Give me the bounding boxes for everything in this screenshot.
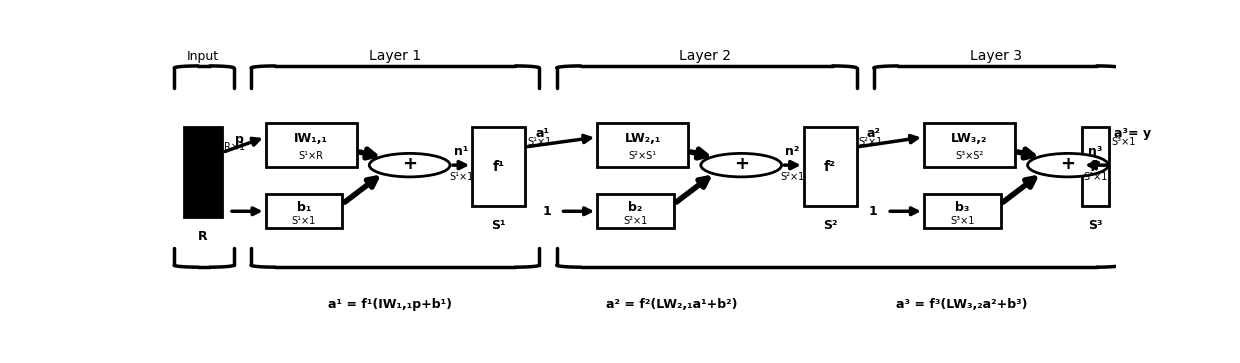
- Text: S²×S¹: S²×S¹: [629, 151, 657, 161]
- Text: R: R: [198, 230, 208, 243]
- Bar: [804, 127, 857, 206]
- Text: n³: n³: [1089, 145, 1102, 158]
- Bar: [596, 123, 688, 167]
- Text: a¹ = f¹(IW₁,₁p+b¹): a¹ = f¹(IW₁,₁p+b¹): [329, 298, 453, 311]
- Text: b₁: b₁: [296, 201, 311, 215]
- Text: S³×1: S³×1: [950, 216, 975, 226]
- Text: IW₁,₁: IW₁,₁: [294, 132, 329, 145]
- Text: S³: S³: [1089, 219, 1104, 232]
- Text: f³: f³: [1090, 160, 1102, 174]
- Text: LW₃,₂: LW₃,₂: [951, 132, 987, 145]
- Text: S²: S²: [823, 219, 837, 232]
- Text: S²×1: S²×1: [780, 172, 805, 182]
- Text: S¹×1: S¹×1: [527, 137, 551, 147]
- Text: +: +: [1060, 155, 1075, 173]
- Bar: [472, 127, 525, 206]
- Text: b₂: b₂: [629, 201, 642, 215]
- Text: n²: n²: [785, 145, 800, 158]
- Bar: [924, 123, 1016, 167]
- Bar: [924, 195, 1001, 228]
- Text: Input: Input: [187, 50, 219, 63]
- Text: a³ = f³(LW₃,₂a²+b³): a³ = f³(LW₃,₂a²+b³): [897, 298, 1028, 311]
- Text: Layer 3: Layer 3: [970, 49, 1022, 63]
- Text: +: +: [402, 155, 417, 173]
- Circle shape: [1028, 154, 1109, 177]
- Text: n¹: n¹: [454, 145, 469, 158]
- Text: Layer 1: Layer 1: [370, 49, 422, 63]
- Text: S¹×1: S¹×1: [449, 172, 474, 182]
- Text: R×1: R×1: [224, 142, 246, 152]
- Text: a¹: a¹: [536, 127, 549, 140]
- Text: S³×S²: S³×S²: [955, 151, 983, 161]
- Text: f¹: f¹: [492, 160, 505, 174]
- Text: S¹×1: S¹×1: [291, 216, 316, 226]
- Text: a²: a²: [867, 127, 880, 140]
- Text: S³×1: S³×1: [1111, 137, 1136, 147]
- Text: a³= y: a³= y: [1114, 127, 1151, 140]
- Text: S¹×R: S¹×R: [299, 151, 324, 161]
- Bar: [184, 127, 222, 217]
- Bar: [596, 195, 675, 228]
- Text: p: p: [236, 133, 244, 146]
- Text: f²: f²: [825, 160, 836, 174]
- Text: b₃: b₃: [955, 201, 970, 215]
- Text: +: +: [734, 155, 749, 173]
- Text: S³×1: S³×1: [1084, 172, 1107, 182]
- Text: LW₂,₁: LW₂,₁: [625, 132, 661, 145]
- Text: 1: 1: [869, 205, 878, 218]
- Circle shape: [370, 154, 450, 177]
- Text: S²×1: S²×1: [858, 137, 883, 147]
- Circle shape: [701, 154, 781, 177]
- Text: S¹: S¹: [491, 219, 506, 232]
- Text: S²×1: S²×1: [624, 216, 647, 226]
- Bar: [265, 123, 357, 167]
- Text: 1: 1: [211, 205, 219, 218]
- Text: a² = f²(LW₂,₁a¹+b²): a² = f²(LW₂,₁a¹+b²): [606, 298, 738, 311]
- Text: Layer 2: Layer 2: [678, 49, 730, 63]
- Bar: [265, 195, 342, 228]
- Bar: [1083, 127, 1110, 206]
- Text: 1: 1: [542, 205, 551, 218]
